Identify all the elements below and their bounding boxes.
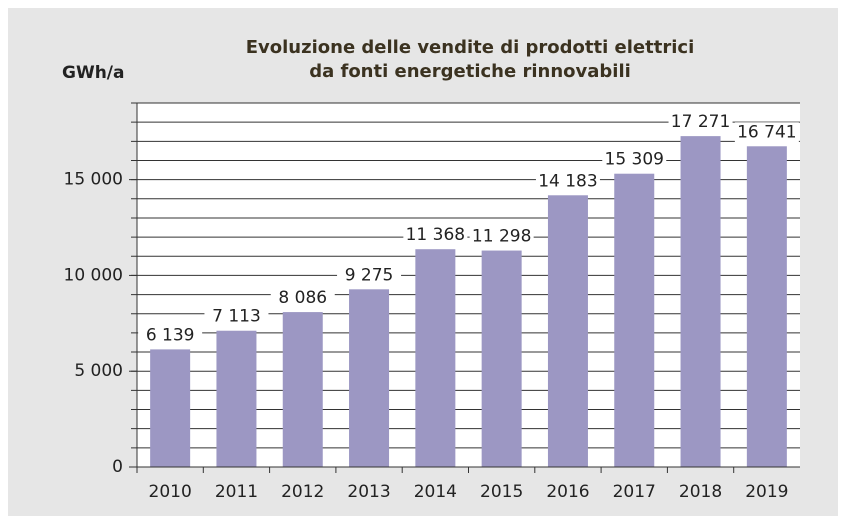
bar <box>746 146 787 467</box>
data-label: 7 113 <box>212 307 261 327</box>
data-label: 9 275 <box>345 265 394 285</box>
bar <box>680 136 721 467</box>
x-tick-label: 2019 <box>745 482 788 502</box>
y-tick-label: 15 000 <box>64 170 123 190</box>
bar <box>415 249 456 467</box>
x-tick-label: 2018 <box>679 482 722 502</box>
label-background <box>204 306 269 327</box>
data-label: 11 298 <box>472 227 531 247</box>
y-tick-label: 10 000 <box>64 265 123 285</box>
bar <box>547 195 588 468</box>
label-background <box>337 265 402 286</box>
label-background <box>602 149 667 170</box>
data-label: 6 139 <box>146 325 195 345</box>
x-tick-label: 2010 <box>149 482 192 502</box>
data-label: 17 271 <box>671 112 730 132</box>
y-tick-label: 0 <box>112 457 123 477</box>
bar <box>150 349 191 467</box>
bar <box>216 330 257 467</box>
y-axis-label: GWh/a <box>62 63 125 83</box>
label-background <box>270 288 335 309</box>
chart-title: da fonti energetiche rinnovabili <box>309 61 631 82</box>
label-background <box>469 226 534 247</box>
data-label: 11 368 <box>406 225 465 245</box>
label-background <box>138 325 203 346</box>
bar <box>349 289 390 467</box>
bar <box>614 173 655 467</box>
x-tick-label: 2013 <box>347 482 390 502</box>
label-background <box>668 112 733 133</box>
data-label: 16 741 <box>737 122 796 142</box>
y-tick-label: 5 000 <box>74 361 123 381</box>
label-background <box>734 122 799 143</box>
x-tick-label: 2011 <box>215 482 258 502</box>
x-tick-label: 2017 <box>613 482 656 502</box>
x-tick-label: 2015 <box>480 482 523 502</box>
data-label: 15 309 <box>605 150 664 170</box>
label-background <box>403 225 468 246</box>
data-label: 14 183 <box>538 171 597 191</box>
x-tick-label: 2012 <box>281 482 324 502</box>
label-background <box>535 171 600 192</box>
x-tick-label: 2016 <box>546 482 589 502</box>
x-tick-label: 2014 <box>414 482 457 502</box>
bar <box>481 250 522 467</box>
data-label: 8 086 <box>278 288 327 308</box>
bar <box>282 312 323 467</box>
chart-title: Evoluzione delle vendite di prodotti ele… <box>246 37 695 58</box>
